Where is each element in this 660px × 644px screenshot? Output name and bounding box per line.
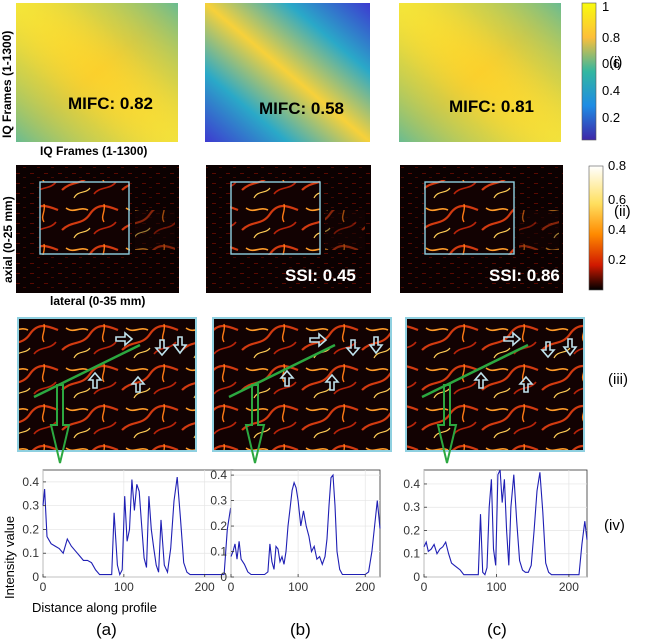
colorbar-ii-tick: 0.4	[608, 222, 627, 237]
y-tick-label: 0.2	[22, 522, 39, 536]
row-ii-panel-b	[206, 165, 371, 293]
x-tick-label: 100	[114, 580, 134, 594]
down-arrow-icon	[562, 338, 578, 357]
profile-plot-b: 0 100 200 0.4 0.3 0.2 0.1 0	[210, 468, 381, 594]
x-tick-label: 0	[40, 580, 47, 594]
y-tick-label: 0.3	[403, 500, 420, 514]
up-arrow-icon	[518, 375, 534, 393]
profile-plot-a: 0 100 200 0.4 0.3 0.2 0.1 0	[22, 469, 234, 594]
profile-arrows	[49, 384, 458, 464]
row-iii-panel-c	[405, 317, 585, 452]
down-arrow-icon	[154, 339, 170, 357]
profile-line-c	[421, 343, 529, 399]
row-i-x-axis-label: IQ Frames (1-1300)	[40, 144, 148, 158]
profile-series-line	[42, 477, 234, 577]
row-iii-panel-b	[212, 317, 392, 452]
column-label-b: (b)	[290, 620, 311, 639]
plot-frame	[423, 469, 588, 578]
down-arrow-icon	[345, 339, 361, 357]
row-i-panel-c	[399, 3, 561, 142]
roi-box-a	[39, 181, 130, 255]
y-tick-label: 0	[32, 570, 39, 584]
colorbar-i-tick: 0.4	[602, 83, 621, 98]
y-tick-label: 0.4	[22, 475, 39, 489]
x-tick-label: 0	[228, 580, 235, 594]
x-tick-label: 0	[421, 580, 428, 594]
row-ii-panel-c	[400, 165, 563, 293]
y-tick-label: 0.1	[403, 547, 420, 561]
row-label-iii: (iii)	[608, 371, 628, 388]
down-arrow-icon	[540, 341, 556, 359]
row-ii-x-axis-label: lateral (0-35 mm)	[50, 294, 146, 308]
right-arrow-icon	[309, 332, 328, 348]
ssi-b: SSI: 0.45	[285, 266, 356, 285]
y-tick-label: 0	[413, 570, 420, 584]
up-arrow-icon	[279, 369, 295, 387]
down-arrow-icon	[172, 336, 188, 355]
x-tick-label: 100	[288, 580, 308, 594]
y-tick-label: 0.4	[403, 477, 420, 491]
ssi-c: SSI: 0.86	[489, 266, 560, 285]
colorbar-i-tick: 0.2	[602, 110, 621, 125]
green-down-arrow-icon	[49, 384, 71, 464]
profile-plot-c: 0 100 200 0.4 0.3 0.2 0.1 0	[403, 469, 588, 594]
colorbar-i-tick: 0.8	[602, 30, 621, 45]
green-down-arrow-icon	[244, 384, 266, 464]
vessel-arrow-icons	[87, 331, 578, 393]
colorbar-ii-tick: 0.2	[608, 252, 627, 267]
colorbar-i-tick: 0.6	[602, 56, 621, 71]
x-tick-label: 200	[195, 580, 215, 594]
row-label-ii: (ii)	[614, 203, 631, 220]
right-arrow-icon	[115, 331, 134, 347]
row-label-iv: (iv)	[604, 517, 625, 534]
row-iii-panel-a	[17, 317, 197, 452]
row-ii-y-axis-label: axial (0-25 mm)	[1, 196, 15, 283]
x-tick-label: 200	[559, 580, 579, 594]
y-tick-label: 0.1	[22, 546, 39, 560]
colorbar-i-tick: 1	[602, 0, 610, 14]
colorbar-i	[581, 2, 597, 141]
y-tick-label: 0.1	[210, 545, 227, 559]
mifc-c: MIFC: 0.81	[449, 97, 535, 116]
right-arrow-icon	[503, 331, 522, 347]
row-label-i: (i)	[609, 54, 623, 71]
profile-y-axis-label: Intensity value	[2, 515, 17, 599]
up-arrow-icon	[87, 371, 103, 389]
y-tick-label: 0.4	[210, 468, 227, 482]
profile-line-a	[33, 343, 141, 399]
row-i-y-axis-label: IQ Frames (1-1300)	[0, 30, 14, 138]
mifc-b: MIFC: 0.58	[259, 99, 345, 118]
row-ii-panel-a	[16, 165, 179, 293]
up-arrow-icon	[130, 375, 146, 393]
row-i-panel-a	[16, 3, 178, 142]
colorbar-ii-tick: 0.6	[608, 192, 627, 207]
colorbar-ii-tick: 0.8	[608, 158, 627, 173]
y-tick-label: 0.3	[22, 499, 39, 513]
down-arrow-icon	[368, 336, 384, 355]
colorbar-ii	[588, 165, 604, 291]
roi-box-c	[424, 181, 515, 255]
y-tick-label: 0.2	[210, 519, 227, 533]
column-label-c: (c)	[487, 620, 507, 639]
green-down-arrow-icon	[436, 384, 458, 464]
profile-line-b	[228, 343, 336, 399]
mifc-a: MIFC: 0.82	[68, 94, 154, 113]
x-tick-label: 200	[355, 580, 375, 594]
profile-series-line	[230, 473, 381, 576]
profile-series-line	[423, 469, 588, 576]
y-tick-label: 0.2	[403, 523, 420, 537]
row-i-panel-b	[205, 3, 370, 142]
y-tick-label: 0	[220, 570, 227, 584]
up-arrow-icon	[324, 373, 340, 391]
y-tick-label: 0.3	[210, 494, 227, 508]
roi-box-b	[230, 181, 321, 255]
up-arrow-icon	[473, 371, 489, 389]
column-label-a: (a)	[96, 620, 117, 639]
profile-x-axis-label: Distance along profile	[32, 600, 158, 615]
x-tick-label: 100	[486, 580, 506, 594]
